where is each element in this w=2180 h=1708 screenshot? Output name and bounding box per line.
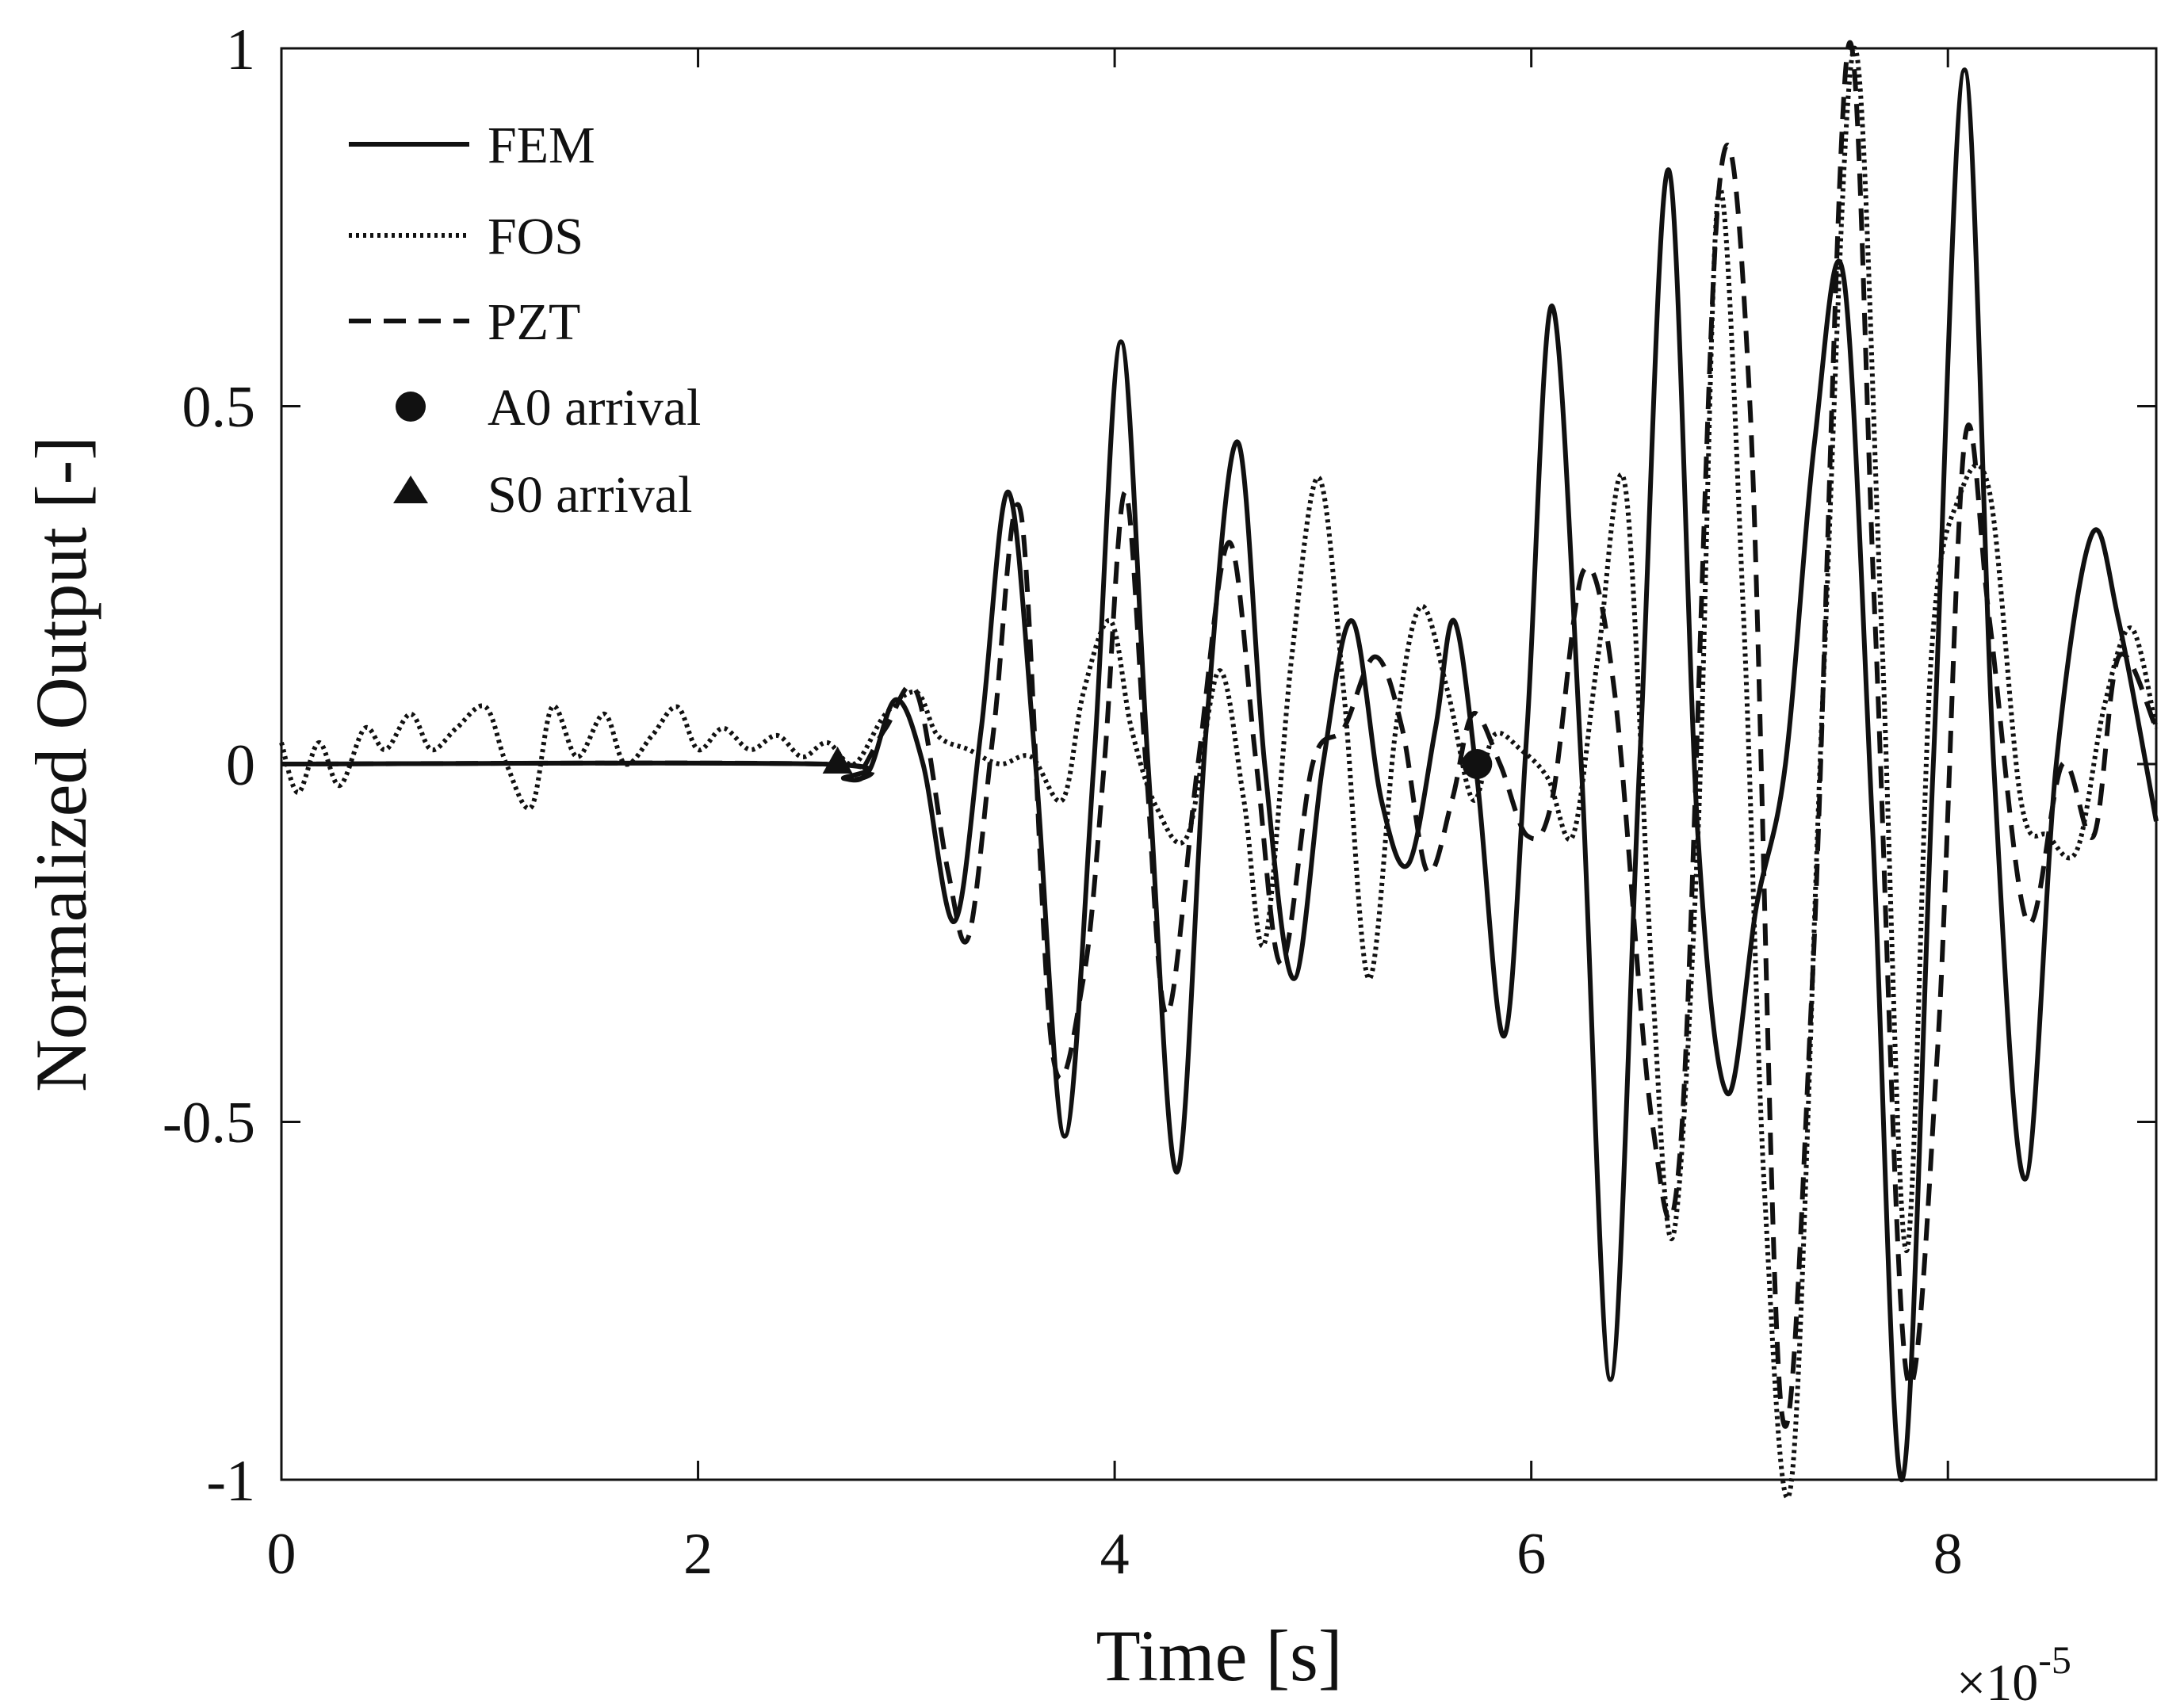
y-tick-label: 0	[226, 733, 255, 798]
legend-label-fem: FEM	[488, 117, 595, 174]
series-line-fem	[281, 67, 2159, 1483]
x-tick-label: 8	[1933, 1522, 1963, 1587]
legend: FEM FOS PZT A0 arrival S0 arrival	[349, 117, 701, 524]
x-tick-label: 4	[1100, 1522, 1130, 1587]
series-line-fos	[279, 45, 2159, 1500]
series-line-pzt	[281, 40, 2159, 1429]
legend-label-fos: FOS	[488, 208, 583, 266]
legend-marker-s0	[393, 476, 428, 503]
tick-layer	[280, 47, 2156, 1481]
legend-marker-a0	[396, 392, 426, 422]
legend-label-s0: S0 arrival	[488, 466, 692, 524]
x-axis-label: Time [s]	[1096, 1615, 1343, 1696]
x-tick-label: 0	[267, 1522, 296, 1587]
y-tick-label: -1	[206, 1449, 255, 1514]
y-axis-label: Normalized Output [-]	[21, 436, 101, 1092]
x-exponent-label: ×10-5	[1956, 1637, 2071, 1708]
marker-a0-arrival	[1462, 749, 1493, 779]
x-tick-label: 2	[683, 1522, 713, 1587]
marker-s0-arrival	[822, 747, 853, 774]
y-tick-label: -0.5	[163, 1091, 255, 1156]
marker-layer	[822, 747, 1493, 779]
x-exponent-base: ×10	[1956, 1654, 2038, 1708]
legend-label-a0: A0 arrival	[488, 379, 701, 437]
y-tick-label: 1	[226, 17, 255, 82]
y-tick-label: 0.5	[182, 375, 256, 440]
series-layer	[279, 40, 2159, 1500]
x-exponent-power: -5	[2038, 1637, 2071, 1682]
x-tick-label: 6	[1516, 1522, 1546, 1587]
legend-label-pzt: PZT	[488, 293, 580, 351]
